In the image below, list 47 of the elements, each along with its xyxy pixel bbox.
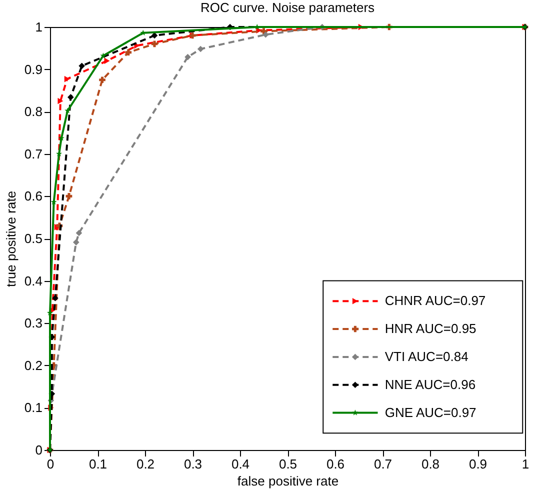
x-tick-label: 0.4 — [231, 456, 250, 472]
x-tick-label: 0.3 — [184, 456, 202, 472]
point — [99, 76, 106, 84]
point — [72, 239, 80, 246]
point — [197, 46, 204, 52]
point — [151, 32, 158, 39]
point — [64, 108, 71, 114]
x-tick-label: 0.5 — [278, 456, 298, 472]
legend-label: GNE AUC=0.97 — [384, 404, 476, 420]
point — [78, 62, 85, 70]
x-tick-label: 0.2 — [136, 456, 155, 472]
point — [52, 294, 58, 302]
y-tick-label: 1 — [35, 20, 42, 34]
y-tick-label: 0 — [35, 442, 42, 458]
point — [151, 40, 158, 48]
y-tick-label: 0.4 — [24, 273, 42, 288]
point — [104, 58, 110, 64]
y-axis-title: true positive rate — [3, 190, 18, 288]
x-axis-title: false positive rate — [237, 474, 339, 488]
x-tick-label: 1 — [522, 456, 530, 472]
chart-title: ROC curve. Noise parameters — [200, 0, 376, 15]
point — [125, 49, 132, 56]
x-tick-label: 0.8 — [421, 456, 440, 472]
x-tick-label: 0 — [46, 456, 54, 472]
legend-label: VTI AUC=0.84 — [384, 348, 468, 364]
point — [58, 98, 64, 104]
y-tick-label: 0.3 — [24, 316, 42, 331]
x-tick-label: 0.6 — [326, 456, 345, 472]
x-tick-label: 0.9 — [468, 456, 488, 472]
y-tick-label: 0.8 — [24, 104, 42, 120]
y-tick-label: 0.2 — [24, 358, 42, 373]
point — [262, 31, 269, 38]
legend-label: CHNR AUC=0.97 — [384, 293, 486, 308]
y-tick-label: 0.5 — [24, 231, 42, 246]
legend-label: HNR AUC=0.95 — [384, 321, 476, 336]
x-tick-label: 0.7 — [374, 456, 392, 472]
point — [76, 230, 82, 236]
legend-label: NNE AUC=0.96 — [384, 376, 476, 392]
x-tick-label: 0.1 — [88, 456, 108, 472]
y-tick-label: 0.7 — [24, 146, 42, 162]
y-tick-label: 0.9 — [24, 62, 42, 77]
point — [64, 76, 70, 82]
point — [184, 54, 191, 60]
point — [68, 94, 74, 100]
y-tick-label: 0.1 — [24, 400, 42, 416]
y-tick-label: 0.6 — [24, 188, 42, 204]
point — [66, 193, 72, 200]
